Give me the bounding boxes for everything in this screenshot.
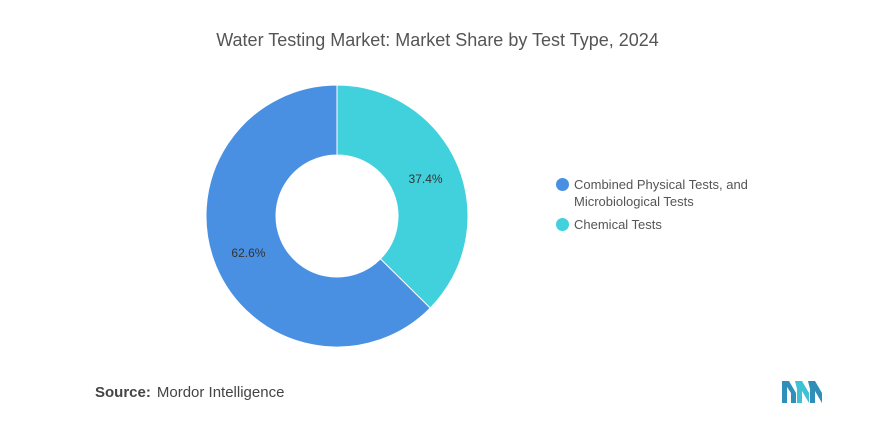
donut-labels: 37.4% 62.6%: [231, 172, 443, 260]
legend-label-combined: Combined Physical Tests, and Microbiolog…: [574, 177, 748, 209]
legend-item-chemical: Chemical Tests: [556, 216, 816, 233]
slice-value-label: 37.4%: [409, 172, 443, 186]
source-value: Mordor Intelligence: [156, 384, 285, 401]
source-label: Source:: [95, 384, 151, 401]
mordor-intelligence-logo-icon: [782, 381, 822, 403]
chart-legend: Combined Physical Tests, and Microbiolog…: [556, 176, 816, 239]
donut-slices: [205, 84, 469, 348]
donut-slice-chemical: [336, 84, 469, 309]
donut-slice-combined: [205, 84, 431, 348]
chart-title: Water Testing Market: Market Share by Te…: [216, 30, 659, 50]
source-note: Source: Mordor Intelligence: [95, 384, 284, 401]
legend-item-combined: Combined Physical Tests, and Microbiolog…: [556, 176, 816, 210]
legend-swatch-combined: [556, 178, 569, 191]
legend-swatch-chemical: [556, 218, 569, 231]
legend-label-chemical: Chemical Tests: [574, 217, 662, 232]
slice-value-label: 62.6%: [231, 246, 265, 260]
